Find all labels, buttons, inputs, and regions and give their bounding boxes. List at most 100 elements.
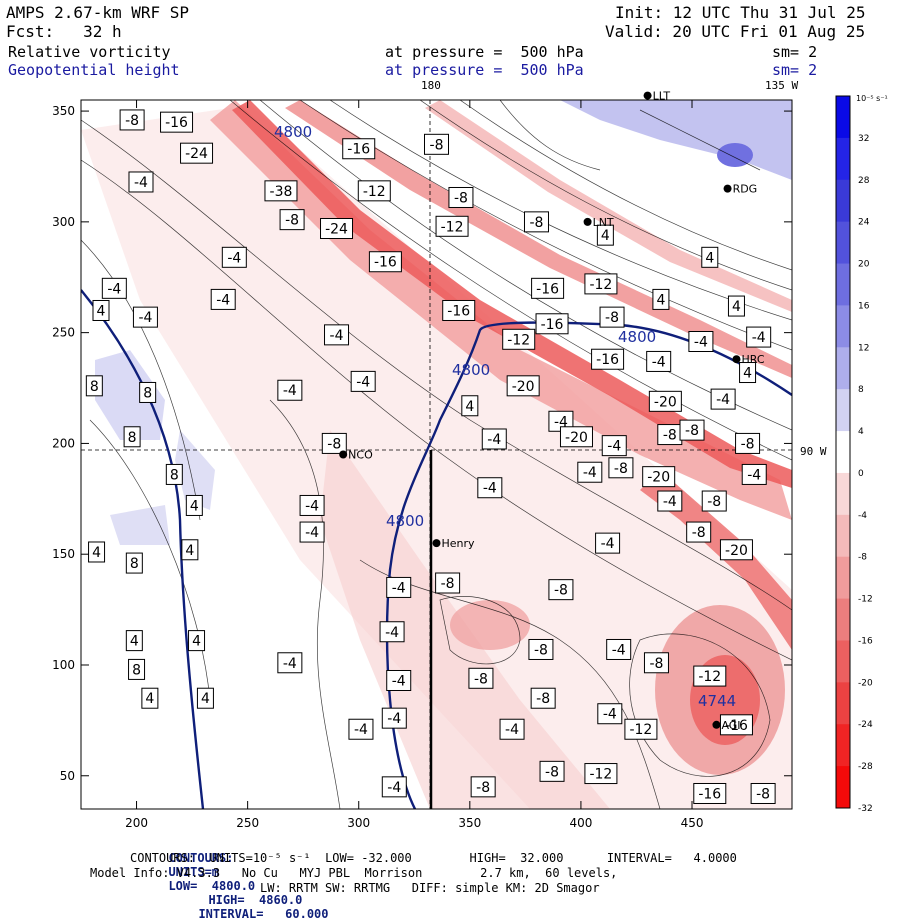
vorticity-label-text: -4 [283,383,297,399]
x-tick-label: 250 [236,816,259,830]
footer-line1-units: UNITS=m [168,865,220,879]
vorticity-label-box [448,186,474,208]
y-tick-label: 200 [52,436,75,450]
colorbar-frame [835,95,851,809]
vorticity-label-box [88,541,106,563]
y-tick-label: 50 [60,769,75,783]
vorticity-label-box [299,494,325,516]
vorticity-label-box [128,658,146,680]
vorticity-label-text: -4 [694,335,708,351]
vorticity-value-label: 4 [461,395,479,417]
vorticity-value-label: -4 [101,277,127,299]
station-name: LNT [593,216,614,229]
vorticity-label-text: 8 [128,430,137,446]
vorticity-value-label: -16 [591,348,625,370]
vorticity-label-box [357,180,391,202]
vorticity-label-text: -8 [663,428,677,444]
vorticity-label-box [180,142,214,164]
vorticity-label-box [739,362,757,384]
colorbar-swatch [836,472,850,516]
colorbar-tick-label: -20 [858,678,873,688]
vorticity-label-box [539,760,565,782]
vorticity-label-text: -16 [165,115,188,131]
vorticity-value-label: -24 [180,142,214,164]
vorticity-label-box [596,224,614,246]
vorticity-label-box [595,532,621,554]
y-tick-label: 300 [52,215,75,229]
station-dot [643,91,652,100]
vorticity-value-label: -16 [719,714,753,736]
vorticity-label-text: -12 [363,184,386,200]
vorticity-label-text: -4 [356,374,370,390]
vorticity-label-box [606,638,632,660]
vorticity-label-box [188,630,206,652]
vorticity-label-text: 4 [732,299,741,315]
vorticity-label-text: -24 [185,146,208,162]
footer-line1-contours: CONTOURS: [168,851,234,865]
vorticity-label-box [530,687,556,709]
vorticity-label-box [279,209,305,231]
vorticity-value-label: 4 [92,299,110,321]
vorticity-label-text: 4 [92,545,101,561]
vorticity-value-label: -16 [160,111,194,133]
colorbar-tick-label: 32 [858,134,869,144]
vorticity-label-box [584,273,618,295]
vorticity-value-label: -8 [448,186,474,208]
vorticity-label-text: 4 [190,498,199,514]
colorbar-tick-label: 4 [858,427,864,437]
vorticity-label-box [123,426,141,448]
vorticity-label-box [679,419,705,441]
vorticity-label-text: -16 [347,142,370,158]
lon-label-90w: 90 W [800,445,827,458]
vorticity-field [81,100,792,809]
x-tick-label: 450 [681,816,704,830]
vorticity-label-box [657,490,683,512]
vorticity-label-text: -8 [649,656,663,672]
vorticity-value-label: -12 [435,215,469,237]
vorticity-value-label: -4 [606,638,632,660]
vorticity-value-label: 4 [196,687,214,709]
vorticity-value-label: -4 [601,435,627,457]
vorticity-value-label: 8 [85,375,103,397]
vorticity-label-box [196,687,214,709]
vorticity-value-label: -4 [277,379,303,401]
x-tick-label: 350 [458,816,481,830]
station-name: NCO [348,449,373,462]
vorticity-value-label: 8 [139,381,157,403]
vorticity-label-text: -4 [601,536,615,552]
vorticity-value-label: -4 [128,171,154,193]
vorticity-label-text: -4 [747,467,761,483]
vorticity-label-box [599,306,625,328]
vorticity-value-label: -4 [379,621,405,643]
vorticity-label-box [132,306,158,328]
vorticity-label-box [735,432,761,454]
vorticity-label-box [741,463,767,485]
vorticity-value-label: -4 [210,288,236,310]
vorticity-value-label: -8 [523,211,549,233]
vorticity-label-text: 4 [185,543,194,559]
vorticity-label-text: -20 [725,543,748,559]
vorticity-label-box [528,638,554,660]
vorticity-label-box [210,288,236,310]
vorticity-label-text: -8 [692,525,706,541]
vorticity-label-text: -24 [325,222,348,238]
vorticity-label-text: -4 [554,414,568,430]
vorticity-label-box [481,428,507,450]
vorticity-value-label: -20 [559,426,593,448]
colorbar-tick-label: -4 [858,511,867,521]
vorticity-label-box [727,295,745,317]
vorticity-label-text: -4 [392,673,406,689]
vorticity-label-text: 4 [192,634,201,650]
colorbar-tick-label: 28 [858,176,870,186]
vorticity-value-label: -4 [381,707,407,729]
vorticity-label-box [477,477,503,499]
vorticity-value-label: -4 [386,669,412,691]
vorticity-label-text: -4 [483,481,497,497]
colorbar-tick-label: 24 [858,218,870,228]
colorbar-swatch [836,514,850,558]
footer-model-info: Model Info: V4.3.3 No Cu MYJ PBL Morriso… [90,866,618,880]
x-tick-label: 400 [569,816,592,830]
vorticity-value-label: -8 [119,109,145,131]
lon-label-180: 180 [421,79,441,92]
plot-frame [80,99,793,810]
